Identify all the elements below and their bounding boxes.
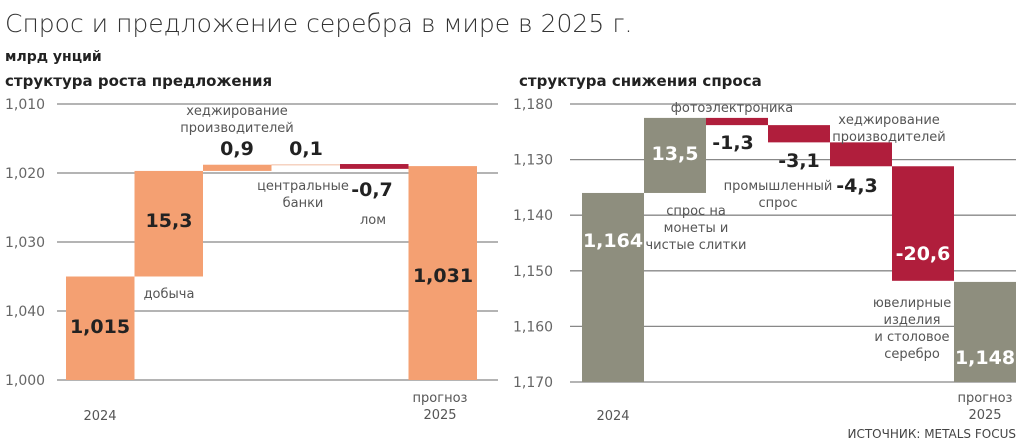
category-label: спрос на	[666, 204, 726, 219]
value-label: 0,9	[220, 138, 254, 160]
value-label: -4,3	[836, 175, 878, 197]
category-label: лом	[360, 213, 386, 228]
y-tick-label: 1,170	[513, 375, 553, 391]
waterfall-bar	[954, 281, 1016, 382]
category-label: чистые слитки	[645, 238, 746, 253]
category-label: спрос	[759, 196, 798, 211]
category-label: 2024	[83, 409, 116, 424]
category-label: 2024	[596, 409, 629, 424]
category-label: 2025	[423, 408, 456, 423]
waterfall-bar	[203, 164, 272, 171]
waterfall-bar	[768, 125, 830, 143]
waterfall-bar	[271, 164, 340, 166]
waterfall-bar	[66, 276, 135, 380]
y-tick-label: 1,010	[5, 97, 45, 113]
value-label: -3,1	[778, 150, 820, 172]
y-tick-label: 1,180	[513, 97, 553, 113]
category-label: банки	[283, 196, 324, 211]
category-label: фотоэлектроника	[671, 101, 793, 116]
source-note: ИСТОЧНИК: METALS FOCUS	[847, 427, 1016, 441]
y-tick-label: 1,040	[5, 304, 45, 320]
waterfall-bar	[644, 117, 706, 193]
category-label: изделия	[884, 313, 941, 328]
value-label: 1,164	[583, 230, 643, 252]
category-label: хеджирование	[186, 104, 288, 119]
category-label: ювелирные	[873, 296, 951, 311]
y-tick-label: 1,030	[5, 235, 45, 251]
category-label: 2025	[968, 408, 1001, 423]
value-label: 1,148	[955, 347, 1015, 369]
waterfall-bar	[340, 164, 409, 169]
waterfall-bar	[706, 117, 768, 126]
chart-title: Спрос и предложение серебра в мире в 202…	[5, 9, 632, 38]
category-label: производителей	[832, 130, 945, 145]
waterfall-bar	[582, 192, 644, 382]
left-subtitle: структура роста предложения	[5, 72, 272, 90]
waterfall-bar	[830, 142, 892, 167]
category-label: серебро	[884, 347, 940, 362]
y-tick-label: 1,150	[513, 264, 553, 280]
y-tick-label: 1,000	[5, 373, 45, 389]
waterfall-bar	[134, 170, 203, 277]
category-label: центральные	[257, 179, 349, 194]
value-label: -1,3	[712, 132, 754, 154]
value-label: 0,1	[289, 138, 323, 160]
category-label: и столовое	[874, 330, 949, 345]
value-label: 13,5	[652, 143, 699, 165]
category-label: производителей	[180, 121, 293, 136]
waterfall-bar	[892, 166, 954, 281]
category-label: монеты и	[664, 221, 729, 236]
value-label: 1,031	[413, 265, 473, 287]
category-label: промышленный	[724, 179, 833, 194]
value-label: 1,015	[70, 316, 130, 338]
value-label: 15,3	[146, 210, 193, 232]
y-tick-label: 1,160	[513, 319, 553, 335]
value-label: -0,7	[351, 179, 393, 201]
category-label: прогноз	[958, 391, 1013, 406]
right-subtitle: структура снижения спроса	[519, 72, 762, 90]
value-label: -20,6	[896, 243, 951, 265]
y-tick-label: 1,130	[513, 153, 553, 169]
y-tick-label: 1,140	[513, 208, 553, 224]
unit-label: млрд унций	[5, 49, 102, 65]
category-label: хеджирование	[838, 113, 940, 128]
waterfall-bar	[408, 166, 477, 380]
category-label: прогноз	[413, 391, 468, 406]
category-label: добыча	[144, 287, 195, 302]
y-tick-label: 1,020	[5, 166, 45, 182]
